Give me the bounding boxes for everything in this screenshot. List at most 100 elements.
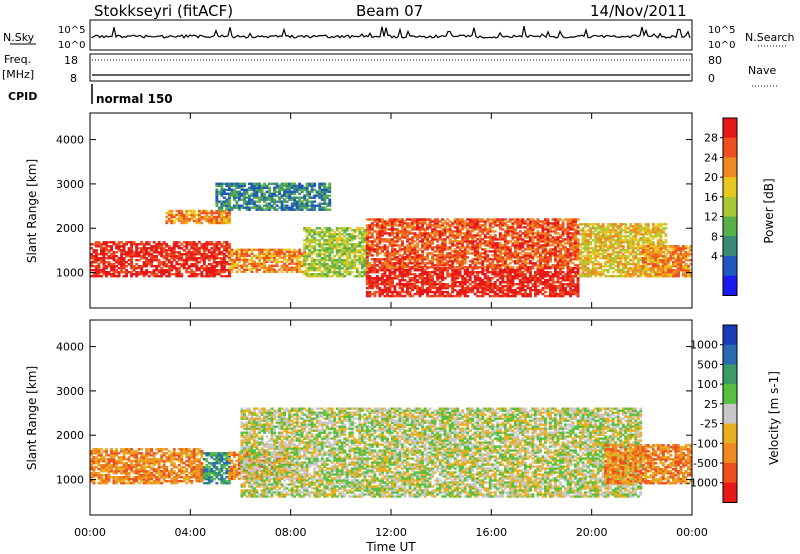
data-cell bbox=[293, 188, 297, 191]
data-cell bbox=[155, 247, 159, 250]
data-cell bbox=[260, 206, 264, 209]
data-cell bbox=[308, 227, 312, 230]
data-cell bbox=[468, 264, 472, 267]
data-cell bbox=[222, 209, 226, 213]
data-cell bbox=[255, 256, 259, 259]
data-cell bbox=[290, 186, 294, 189]
data-cell bbox=[318, 259, 322, 262]
data-cell bbox=[343, 275, 347, 278]
data-cell bbox=[263, 270, 267, 273]
data-cell bbox=[268, 248, 272, 251]
data-cell bbox=[508, 218, 512, 221]
data-cell bbox=[423, 277, 427, 280]
data-cell bbox=[328, 202, 332, 205]
data-cell bbox=[273, 252, 277, 255]
data-cell bbox=[355, 267, 359, 270]
data-cell bbox=[175, 245, 179, 248]
data-cell bbox=[295, 208, 299, 211]
data-cell bbox=[278, 192, 282, 195]
data-cell bbox=[539, 288, 542, 292]
data-cell bbox=[235, 204, 239, 207]
data-cell bbox=[418, 273, 422, 276]
data-cell bbox=[496, 218, 500, 221]
data-cell bbox=[518, 256, 522, 259]
freq-label: Freq. bbox=[4, 53, 31, 66]
data-cell bbox=[534, 232, 537, 235]
data-cell bbox=[446, 283, 450, 286]
data-cell bbox=[418, 254, 422, 257]
data-cell bbox=[323, 231, 327, 234]
data-cell bbox=[431, 220, 435, 223]
data-cell bbox=[185, 261, 189, 264]
data-cell bbox=[418, 226, 422, 229]
data-cell bbox=[130, 267, 134, 270]
data-cell bbox=[273, 190, 277, 193]
data-cell bbox=[433, 290, 437, 294]
data-cell bbox=[97, 243, 101, 246]
data-cell bbox=[275, 186, 279, 189]
data-cell bbox=[481, 224, 485, 227]
data-cell bbox=[205, 219, 209, 223]
data-cell bbox=[348, 243, 352, 246]
data-cell bbox=[165, 259, 169, 262]
data-cell bbox=[107, 245, 111, 248]
data-cell bbox=[320, 182, 324, 185]
data-cell bbox=[571, 218, 575, 221]
data-cell bbox=[255, 194, 259, 197]
data-cell bbox=[541, 281, 545, 284]
data-cell bbox=[170, 219, 174, 223]
data-cell bbox=[130, 245, 134, 248]
data-cell bbox=[406, 281, 409, 284]
data-cell bbox=[305, 275, 309, 278]
data-cell bbox=[225, 241, 229, 244]
data-cell bbox=[280, 184, 284, 187]
data-cell bbox=[147, 247, 151, 250]
data-cell bbox=[115, 269, 119, 272]
data-cell bbox=[318, 227, 322, 230]
data-cell bbox=[212, 267, 216, 270]
data-cell bbox=[363, 245, 367, 248]
data-cell bbox=[212, 247, 216, 250]
data-cell bbox=[310, 182, 314, 185]
data-cell bbox=[200, 255, 204, 258]
data-cell bbox=[403, 279, 407, 282]
data-cell bbox=[202, 211, 206, 215]
data-cell bbox=[255, 192, 259, 195]
data-cell bbox=[363, 269, 367, 272]
data-cell bbox=[544, 290, 547, 294]
data-cell bbox=[180, 253, 184, 256]
data-cell bbox=[426, 224, 430, 227]
data-cell bbox=[145, 247, 149, 250]
data-cell bbox=[212, 253, 216, 256]
data-cell bbox=[142, 243, 146, 246]
data-cell bbox=[167, 267, 171, 270]
data-cell bbox=[283, 208, 287, 211]
data-cell bbox=[318, 182, 322, 185]
data-cell bbox=[205, 249, 209, 252]
data-cell bbox=[478, 271, 482, 274]
data-cell bbox=[521, 238, 525, 241]
data-cell bbox=[152, 257, 156, 260]
data-cell bbox=[190, 271, 194, 274]
data-cell bbox=[92, 265, 96, 268]
data-cell bbox=[308, 269, 312, 272]
data-cell bbox=[526, 277, 530, 280]
data-cell bbox=[406, 269, 409, 272]
data-cell bbox=[142, 253, 146, 256]
data-cell bbox=[90, 263, 93, 266]
data-cell bbox=[536, 277, 540, 280]
data-cell bbox=[308, 204, 312, 207]
data-cell bbox=[438, 244, 442, 247]
data-cell bbox=[222, 200, 226, 203]
data-cell bbox=[135, 263, 139, 266]
data-cell bbox=[172, 215, 176, 219]
data-cell bbox=[303, 239, 307, 242]
data-cell bbox=[233, 250, 236, 253]
data-cell bbox=[97, 269, 101, 272]
data-cell bbox=[315, 190, 319, 193]
data-cell bbox=[120, 271, 124, 274]
data-cell bbox=[185, 271, 189, 274]
data-cell bbox=[323, 194, 327, 197]
data-cell bbox=[140, 243, 144, 246]
data-cell bbox=[130, 251, 134, 254]
